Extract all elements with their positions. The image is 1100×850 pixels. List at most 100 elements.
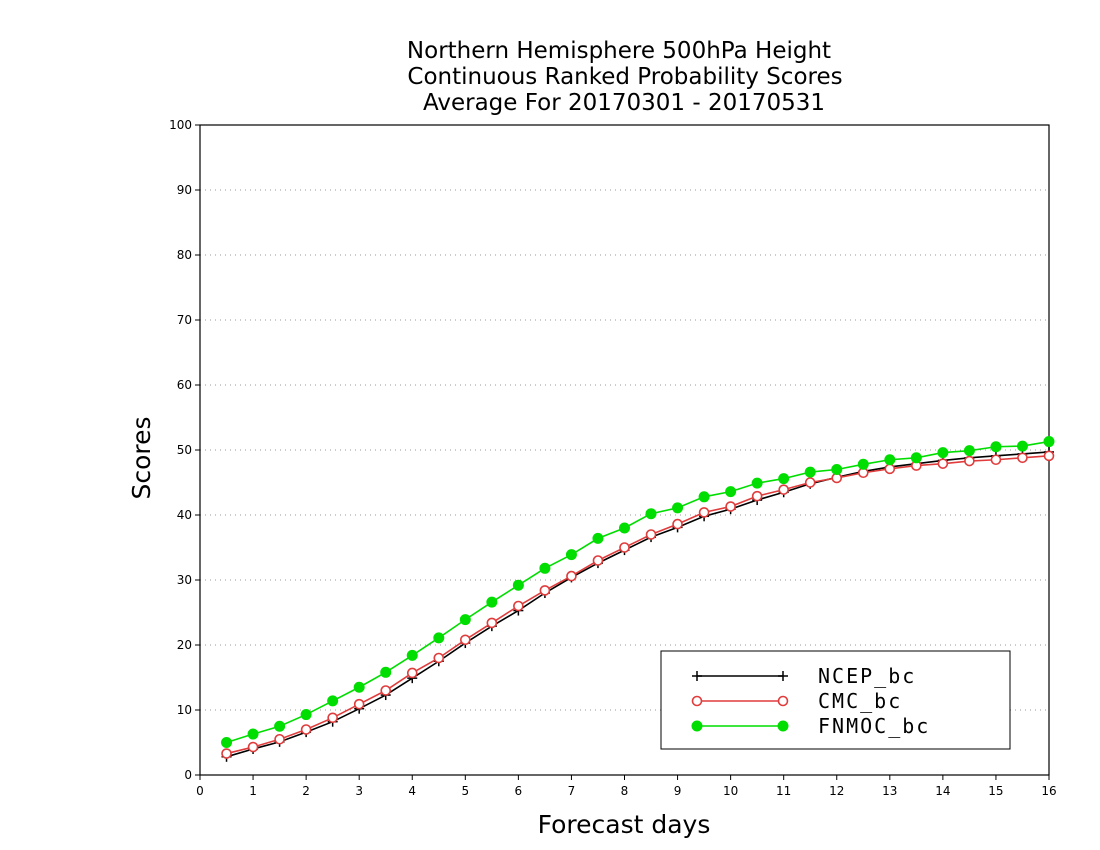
data-point-fnmoc-bc (539, 562, 551, 574)
series-lines (221, 436, 1055, 762)
data-point-cmc-bc (221, 748, 232, 759)
legend-label-cmc: CMC_bc (818, 689, 902, 713)
chart-title: Northern Hemisphere 500hPa Height Contin… (407, 38, 843, 116)
x-tick-label: 2 (302, 784, 310, 798)
data-point-cmc-bc (566, 570, 577, 582)
y-tick-label: 100 (169, 118, 192, 132)
data-point-fnmoc-bc (459, 614, 471, 626)
data-point-cmc-bc (751, 490, 763, 502)
data-point-fnmoc-bc (486, 596, 498, 608)
y-tick-label: 50 (177, 443, 192, 457)
chart-title-line-2: Continuous Ranked Probability Scores (407, 64, 842, 90)
legend-marker-ncep-bc (778, 671, 788, 681)
data-point-cmc-bc (884, 463, 896, 475)
legend-marker-ncep-bc (692, 671, 702, 681)
series-cmc-bc (221, 450, 1055, 759)
y-tick-label: 20 (177, 638, 192, 652)
data-point-fnmoc-bc (857, 458, 869, 470)
data-point-cmc-bc (460, 634, 471, 646)
legend-swatch-ncep-bc (692, 671, 788, 681)
data-point-fnmoc-bc (1016, 440, 1028, 452)
x-tick-label: 4 (408, 784, 416, 798)
data-point-cmc-bc (274, 733, 285, 745)
data-point-cmc-bc (804, 477, 816, 488)
legend-marker-cmc-bc (777, 695, 789, 707)
data-point-fnmoc-bc (512, 579, 524, 591)
data-point-fnmoc-bc (884, 454, 896, 466)
data-point-fnmoc-bc (274, 720, 286, 732)
data-point-cmc-bc (486, 617, 498, 629)
data-point-cmc-bc (539, 585, 551, 596)
y-tick-label: 90 (177, 183, 192, 197)
y-tick-label: 0 (184, 768, 192, 782)
data-point-cmc-bc (327, 712, 338, 724)
data-point-fnmoc-bc (433, 632, 445, 644)
legend-label-ncep: NCEP_bc (818, 664, 916, 688)
data-point-fnmoc-bc (990, 441, 1002, 453)
gridlines (200, 189, 1049, 711)
data-point-fnmoc-bc (247, 728, 259, 740)
x-axis-label: Forecast days (538, 810, 711, 839)
data-point-cmc-bc (619, 542, 630, 553)
y-tick-label: 70 (177, 313, 192, 327)
data-point-cmc-bc (353, 698, 365, 710)
data-point-cmc-bc (725, 501, 736, 512)
legend-box (660, 650, 1011, 750)
x-axis-ticks: 0 1 2 3 4 5 6 7 8 9 10 11 12 13 14 15 16 (196, 775, 1057, 798)
x-tick-label: 6 (515, 784, 523, 798)
data-point-cmc-bc (406, 667, 418, 679)
x-tick-label: 11 (776, 784, 791, 798)
x-tick-label: 0 (196, 784, 204, 798)
data-point-cmc-bc (964, 455, 975, 467)
data-point-cmc-bc (937, 458, 949, 469)
x-tick-label: 13 (882, 784, 897, 798)
data-point-cmc-bc (433, 652, 445, 664)
data-point-fnmoc-bc (1043, 436, 1055, 448)
data-point-fnmoc-bc (672, 502, 684, 514)
legend-swatch-cmc-bc (691, 695, 789, 707)
y-tick-label: 10 (177, 703, 192, 717)
legend: NCEP_bc CMC_bc FNMOC_bc (660, 650, 1011, 750)
data-point-cmc-bc (645, 529, 657, 540)
x-tick-label: 8 (621, 784, 629, 798)
y-tick-label: 60 (177, 378, 192, 392)
data-point-fnmoc-bc (406, 649, 418, 661)
data-point-cmc-bc (1043, 450, 1055, 462)
data-point-cmc-bc (1017, 452, 1028, 464)
data-point-fnmoc-bc (778, 473, 790, 485)
y-axis-label: Scores (127, 416, 156, 499)
series-fnmoc-bc (221, 436, 1055, 748)
data-point-fnmoc-bc (751, 477, 763, 489)
data-point-cmc-bc (698, 507, 710, 518)
data-point-fnmoc-bc (698, 491, 710, 503)
data-point-fnmoc-bc (619, 522, 630, 534)
x-tick-label: 7 (568, 784, 576, 798)
data-point-fnmoc-bc (937, 447, 949, 459)
y-axis-ticks: 0 10 20 30 40 50 60 70 80 90 100 (169, 118, 200, 782)
x-tick-label: 1 (249, 784, 257, 798)
legend-marker-fnmoc-bc (691, 720, 703, 732)
legend-marker-cmc-bc (691, 695, 703, 707)
legend-label-fnmoc: FNMOC_bc (818, 714, 930, 738)
data-point-cmc-bc (592, 555, 604, 566)
x-tick-label: 12 (829, 784, 844, 798)
data-point-fnmoc-bc (327, 695, 339, 707)
legend-swatch-fnmoc-bc (691, 720, 789, 732)
data-point-cmc-bc (380, 685, 392, 696)
data-point-cmc-bc (672, 518, 683, 530)
data-point-fnmoc-bc (380, 666, 392, 678)
x-tick-label: 14 (935, 784, 950, 798)
data-point-cmc-bc (513, 600, 524, 612)
data-point-fnmoc-bc (592, 532, 604, 544)
data-point-cmc-bc (990, 454, 1002, 466)
data-point-fnmoc-bc (565, 549, 577, 561)
data-point-fnmoc-bc (221, 737, 233, 748)
data-point-fnmoc-bc (353, 681, 365, 693)
chart-title-line-1: Northern Hemisphere 500hPa Height (407, 38, 831, 64)
chart-title-line-3: Average For 20170301 - 20170531 (423, 90, 825, 116)
y-tick-label: 80 (177, 248, 192, 262)
x-tick-label: 16 (1041, 784, 1056, 798)
x-tick-label: 5 (461, 784, 469, 798)
x-tick-label: 10 (723, 784, 738, 798)
